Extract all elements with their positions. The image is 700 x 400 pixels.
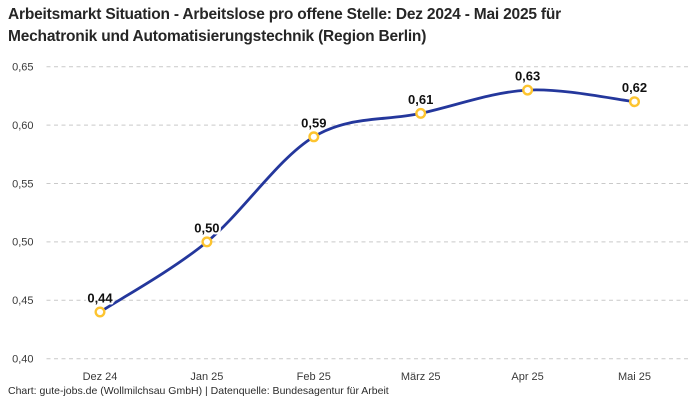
y-tick-label: 0,65	[12, 62, 33, 74]
data-point-marker	[415, 107, 427, 119]
data-point-marker	[308, 131, 320, 143]
data-point-label: 0,62	[622, 80, 647, 95]
chart-title: Arbeitsmarkt Situation - Arbeitslose pro…	[8, 6, 561, 45]
data-point-label: 0,44	[87, 291, 113, 306]
x-tick-label: Apr 25	[511, 371, 543, 383]
x-tick-label: Jan 25	[190, 371, 223, 383]
data-point-label: 0,59	[301, 115, 326, 130]
y-tick-label: 0,60	[12, 120, 33, 132]
data-point-marker	[629, 96, 641, 108]
y-tick-label: 0,50	[12, 237, 33, 249]
y-tick-label: 0,45	[12, 295, 33, 307]
x-tick-label: Feb 25	[297, 371, 331, 383]
chart-attribution: Chart: gute-jobs.de (Wollmilchsau GmbH) …	[8, 385, 389, 397]
data-point-marker	[522, 84, 534, 96]
data-point-marker	[94, 306, 106, 318]
x-tick-label: März 25	[401, 371, 441, 383]
data-point-marker	[201, 236, 213, 248]
data-point-label: 0,50	[194, 220, 219, 235]
data-point-label: 0,63	[515, 69, 540, 84]
y-tick-label: 0,55	[12, 178, 33, 190]
x-tick-label: Dez 24	[83, 371, 118, 383]
y-tick-label: 0,40	[12, 354, 33, 366]
series-line	[98, 88, 636, 314]
x-tick-label: Mai 25	[618, 371, 651, 383]
data-point-label: 0,61	[408, 92, 433, 107]
